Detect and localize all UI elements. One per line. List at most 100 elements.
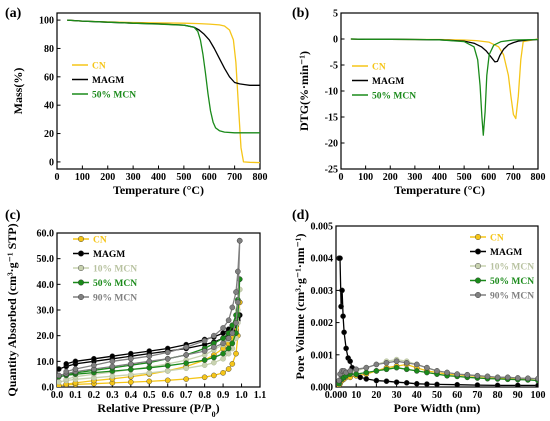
data-point [211,354,217,361]
x-tick-label: 100 [531,390,546,401]
y-tick-label: 0.003 [311,286,334,297]
legend-marker [77,265,84,272]
data-point [403,360,410,366]
data-point [413,368,420,374]
x-tick-label: 0 [55,172,60,183]
data-point [128,350,134,357]
y-tick-label: 0.005 [311,222,334,233]
data-point [220,335,226,342]
x-axis-label: Relative Pressure (P/P0) [97,401,219,419]
y-tick-label: -20 [325,139,338,150]
data-point [220,325,226,331]
data-point [146,364,153,371]
data-point [373,361,380,368]
x-tick-label: 300 [126,172,141,183]
y-tick-label: 0.0 [42,383,55,394]
data-point [525,375,531,382]
legend-entry: MAGM [72,76,124,86]
data-point [424,369,430,376]
x-tick-label: 600 [202,172,217,183]
data-point [146,378,153,385]
y-tick-label: 0.004 [311,254,334,265]
data-point [211,332,217,339]
data-point [183,365,189,372]
panel-label: (d) [292,208,309,223]
x-tick-label: 700 [506,172,521,183]
data-point [109,353,116,360]
plot-frame [56,12,261,170]
x-tick-label: 1.0 [235,390,248,401]
legend-marker [77,235,84,242]
data-point [336,377,342,384]
data-point [211,344,217,351]
panel-label: (c) [5,208,21,223]
data-point [464,371,471,378]
data-point [434,381,440,387]
legend-entry: CN [470,234,504,244]
data-point [363,369,370,376]
legend-label: MAGM [93,250,125,260]
data-point [403,366,410,373]
x-tick-label: 0.0 [51,390,64,401]
x-tick-label: 500 [457,172,472,183]
data-point [128,361,134,367]
data-point [474,382,481,387]
data-point [454,371,461,377]
data-point [57,366,62,372]
x-tick-label: 0.6 [161,390,174,401]
data-point [164,362,171,369]
data-point [413,361,420,368]
x-axis-label: Temperature (°C) [394,183,485,197]
y-tick-label: 20.0 [37,331,55,342]
data-point [340,313,346,319]
legend-label: CN [92,62,106,72]
data-point [91,355,97,362]
legend-label: 50% MCN [92,91,136,101]
plot-frame [340,12,539,170]
data-point [504,374,511,381]
data-point [337,255,343,262]
data-point [220,340,226,347]
x-tick-label: 0.8 [198,390,211,401]
data-point [201,374,208,381]
legend-marker [475,277,482,284]
data-point [225,366,232,372]
x-tick-label: 40 [412,390,422,401]
data-point [357,374,364,381]
y-axis-label: Pore Volume (cm³·g⁻¹·nm⁻¹) [293,234,307,380]
legend-entry: 50% MCN [352,92,416,102]
data-point [434,368,440,374]
y-tick-label: 0 [333,35,338,46]
x-tick-label: 10 [351,390,361,401]
x-tick-label: 0.5 [143,390,156,401]
x-tick-label: 100 [75,172,90,183]
x-tick-label: 90 [513,390,523,401]
legend-entry: CN [352,63,386,73]
y-axis-label: Quantity Absorbed (cm³·g⁻¹ STP) [5,223,19,396]
data-point [109,363,116,370]
y-tick-label: 80 [44,44,54,55]
x-tick-label: 1.1 [254,390,267,401]
data-point [128,379,134,385]
y-tick-label: -25 [325,165,338,176]
x-tick-label: 600 [481,172,496,183]
data-point [220,355,226,362]
data-point [229,340,236,347]
y-tick-label: 0.002 [311,318,334,329]
x-tick-label: 0.2 [88,390,101,401]
data-point [211,372,217,379]
x-tick-label: 500 [176,172,191,183]
legend-label: 90% MCN [490,292,534,302]
data-point [444,369,450,376]
data-point [341,329,347,336]
data-point [233,289,239,295]
x-tick-label: 0.9 [217,390,230,401]
series-group [350,38,538,136]
data-point [63,361,70,367]
data-point [338,303,344,310]
data-point [164,355,171,362]
x-tick-label: 400 [432,172,447,183]
data-point [383,378,390,385]
legend-entry: 10% MCN [73,265,137,275]
y-tick-label: 0.000 [311,383,334,394]
